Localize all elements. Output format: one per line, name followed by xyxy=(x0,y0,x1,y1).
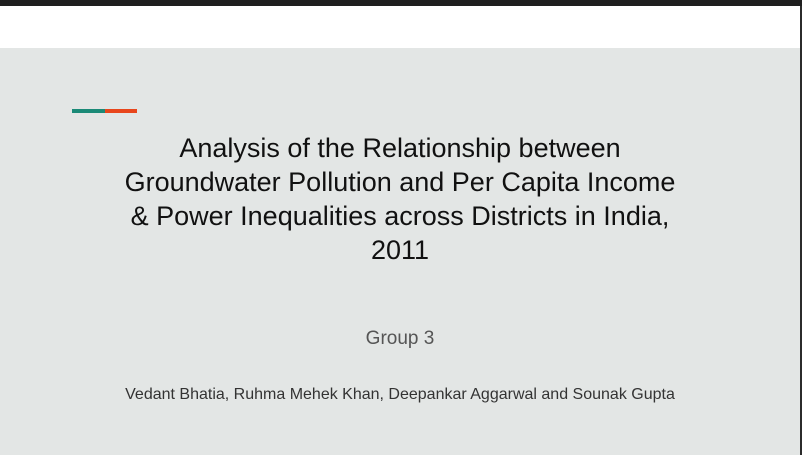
accent-bar-teal xyxy=(72,109,105,113)
slide-title-line: Analysis of the Relationship between xyxy=(179,133,621,163)
slide-title: Analysis of the Relationship between Gro… xyxy=(40,131,760,267)
toolbar-strip xyxy=(0,6,800,48)
slide-title-line: 2011 xyxy=(370,235,430,265)
accent-bar xyxy=(72,109,137,113)
slide-title-line: & Power Inequalities across Districts in… xyxy=(130,201,670,231)
right-edge-frame xyxy=(800,6,802,455)
presentation-slide: Analysis of the Relationship between Gro… xyxy=(0,48,800,455)
slide-title-line: Groundwater Pollution and Per Capita Inc… xyxy=(124,167,676,197)
slide-subtitle: Group 3 xyxy=(365,328,435,349)
accent-bar-orange xyxy=(105,109,137,113)
slide-authors: Vedant Bhatia, Ruhma Mehek Khan, Deepank… xyxy=(125,386,675,403)
window-top-bar xyxy=(0,0,802,6)
